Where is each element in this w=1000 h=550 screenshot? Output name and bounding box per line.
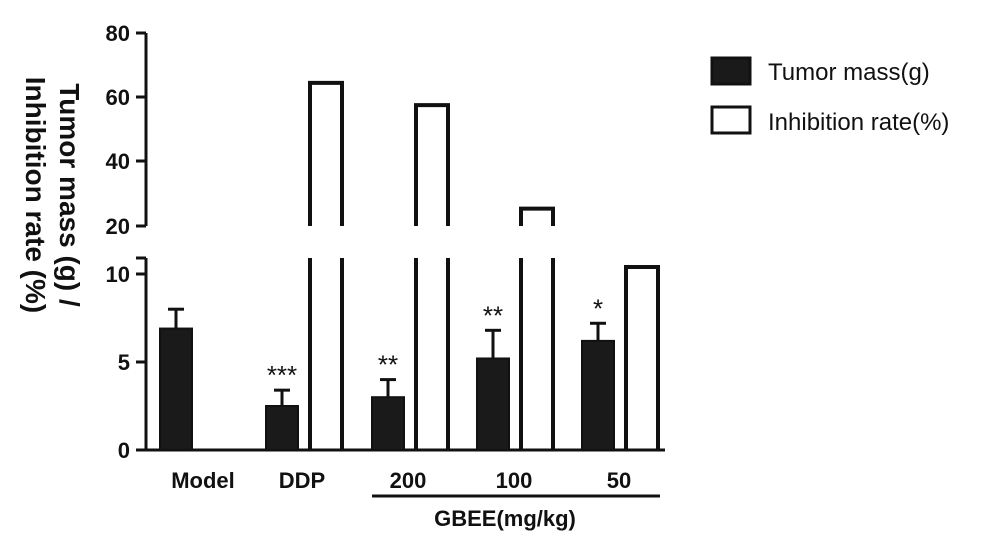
tumor-mass-bar-200	[371, 396, 405, 452]
inhibition-rate-bar-50	[624, 264, 660, 450]
tumor-mass-bar-50	[581, 339, 615, 452]
inhibition-rate-bar-200	[414, 103, 450, 450]
tumor-mass-bar-model	[159, 327, 193, 451]
y-tick-label-lower-10: 10	[106, 262, 130, 287]
significance-label-50: *	[593, 293, 603, 323]
x-tick-labels: Model DDP 200 100 50	[171, 468, 631, 493]
y-axis-title-line1: Tumor mass (g) /	[54, 83, 85, 307]
chart-marks: *** **** *	[159, 80, 660, 452]
x-tick-label-model: Model	[171, 468, 235, 493]
y-axis-title-line2: Inhibition rate (%)	[20, 77, 51, 313]
x-tick-label-ddp: DDP	[279, 468, 325, 493]
x-tick-label-50: 50	[607, 468, 631, 493]
inhibition-rate-bar-ddp	[308, 80, 344, 450]
y-axis-title: Tumor mass (g) / Inhibition rate (%)	[20, 77, 85, 313]
tumor-mass-bar-ddp	[265, 405, 299, 451]
significance-label-ddp: ***	[267, 360, 297, 390]
y-tick-label-lower-0: 0	[118, 438, 130, 463]
y-tick-label-upper-20: 20	[106, 214, 130, 239]
legend-swatch-tumor-mass	[710, 56, 752, 86]
y-tick-label-upper-40: 40	[106, 149, 130, 174]
y-tick-label-upper-80: 80	[106, 21, 130, 46]
legend: Tumor mass(g) Inhibition rate(%)	[710, 56, 949, 136]
legend-swatch-inhibition-rate	[710, 105, 752, 135]
x-axis-title: GBEE(mg/kg)	[434, 506, 576, 531]
legend-label-tumor-mass: Tumor mass(g)	[768, 59, 930, 86]
y-tick-label-lower-5: 5	[118, 350, 130, 375]
inhibition-rate-bar-100	[519, 206, 555, 450]
tumor-mass-bar-100	[476, 357, 510, 452]
significance-label-100: **	[483, 300, 503, 330]
y-tick-label-upper-60: 60	[106, 85, 130, 110]
x-tick-label-200: 200	[390, 468, 427, 493]
significance-label-200: **	[378, 350, 398, 380]
legend-label-inhibition-rate: Inhibition rate(%)	[768, 109, 949, 136]
x-tick-label-100: 100	[496, 468, 533, 493]
